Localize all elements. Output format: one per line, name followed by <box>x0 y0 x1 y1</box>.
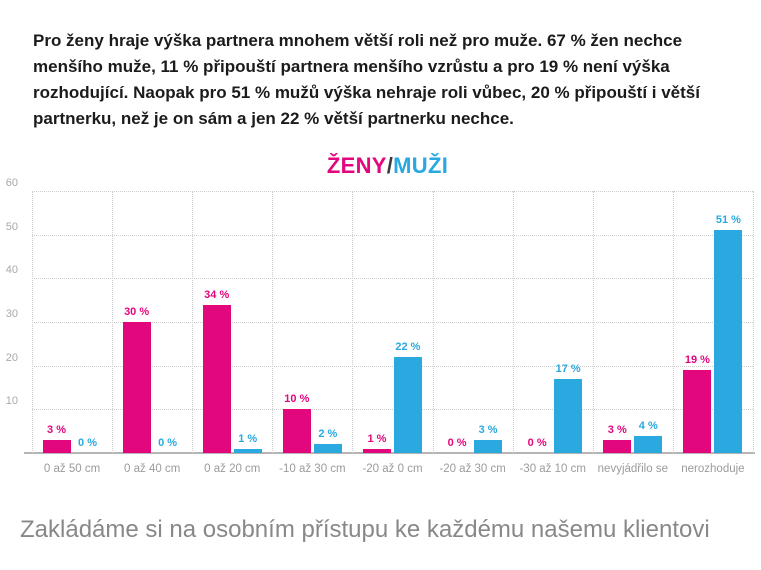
category-group: 0 % 17 % -30 až 10 cm <box>513 191 593 475</box>
women-value-label: 34 % <box>204 288 230 301</box>
men-value-label: 0 % <box>78 437 97 449</box>
intro-paragraph: Pro ženy hraje výška partnera mnohem vět… <box>33 31 700 128</box>
men-bar <box>474 439 503 453</box>
y-tick-label: 30 <box>5 308 18 320</box>
category-group: 0 % 3 % -20 až 30 cm <box>433 191 513 475</box>
v-gridline <box>593 191 594 453</box>
legend-men-label: MUŽI <box>393 153 449 178</box>
v-gridline <box>673 191 674 453</box>
women-bar <box>282 409 311 453</box>
v-gridline <box>112 191 113 453</box>
men-value-label: 22 % <box>395 340 421 353</box>
women-value-label: 30 % <box>124 306 150 318</box>
category-label: -20 až 0 cm <box>362 463 423 475</box>
legend-women-label: ŽENY <box>326 153 387 178</box>
v-gridline <box>272 191 273 453</box>
x-axis-line <box>24 452 755 454</box>
men-bar <box>714 230 743 453</box>
category-label: -10 až 30 cm <box>279 463 346 475</box>
category-group: 1 % 22 % -20 až 0 cm <box>352 191 432 475</box>
h-gridline <box>32 278 753 280</box>
men-bar <box>393 356 422 453</box>
v-gridline <box>192 191 193 453</box>
women-bar <box>122 322 151 453</box>
category-group: 34 % 1 % 0 až 20 cm <box>192 191 272 475</box>
men-value-label: 3 % <box>478 423 498 436</box>
category-label: 0 až 20 cm <box>204 463 261 475</box>
category-label: 0 až 40 cm <box>124 463 181 475</box>
men-value-label: 17 % <box>555 362 581 375</box>
men-value-label: 0 % <box>158 437 178 449</box>
plot-area: 3 % 0 % 0 až 50 cm 30 % 0 % 0 až 40 cm 34 % 1 %… <box>24 191 755 475</box>
y-tick-label: 10 <box>5 395 18 408</box>
y-axis: 10 20 30 40 50 60 <box>0 177 18 453</box>
women-bar <box>202 304 231 453</box>
h-gridline <box>32 365 753 367</box>
y-tick-label: 60 <box>5 177 18 189</box>
women-value-label: 3 % <box>607 423 627 436</box>
legend-separator: / <box>386 153 394 178</box>
women-bar <box>603 439 632 453</box>
v-gridline <box>753 191 754 453</box>
h-gridline <box>32 322 753 323</box>
category-label: 0 až 50 cm <box>43 463 101 475</box>
men-value-label: 2 % <box>318 428 338 441</box>
y-tick-label: 20 <box>5 351 18 364</box>
women-bar <box>42 439 71 453</box>
v-gridline <box>352 191 353 453</box>
women-value-label: 0 % <box>447 437 467 449</box>
category-label: nevyjádřilo se <box>597 463 668 475</box>
women-value-label: 19 % <box>684 354 710 367</box>
men-bar <box>634 435 663 453</box>
category-group: 3 % 0 % 0 až 50 cm <box>32 191 112 475</box>
category-label: nerozhoduje <box>681 463 745 475</box>
men-bar <box>233 448 262 453</box>
men-value-label: 1 % <box>238 432 258 445</box>
v-gridline <box>32 191 33 453</box>
category-group: 19 % 51 % nerozhoduje <box>673 191 753 475</box>
v-gridline <box>513 191 514 453</box>
y-tick-label: 50 <box>5 220 18 233</box>
women-value-label: 0 % <box>527 437 547 449</box>
men-value-label: 51 % <box>715 214 741 227</box>
women-value-label: 1 % <box>367 432 387 445</box>
category-label: -20 až 30 cm <box>439 463 506 475</box>
women-bar <box>683 370 712 453</box>
footer-tagline: Zakládáme si na osobním přístupu ke každ… <box>20 516 710 543</box>
h-gridline <box>32 409 753 411</box>
y-tick-label: 40 <box>5 264 18 277</box>
category-group: 10 % 2 % -10 až 30 cm <box>272 191 352 475</box>
men-bar <box>313 444 342 453</box>
category-group: 3 % 4 % nevyjádřilo se <box>593 191 673 475</box>
men-bar <box>554 378 583 453</box>
women-bar <box>362 448 391 453</box>
category-group: 30 % 0 % 0 až 40 cm <box>112 191 192 475</box>
category-label: -30 až 10 cm <box>519 463 586 475</box>
women-value-label: 3 % <box>47 423 66 436</box>
h-gridline <box>32 191 753 192</box>
v-gridline <box>433 191 434 453</box>
women-value-label: 10 % <box>284 393 310 406</box>
chart-title: ŽENY/MUŽI <box>32 153 743 179</box>
men-value-label: 4 % <box>638 419 658 432</box>
h-gridline <box>32 234 753 236</box>
